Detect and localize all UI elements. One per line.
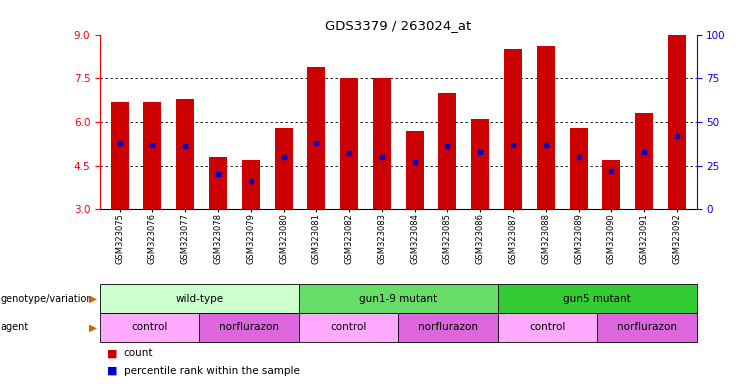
Bar [399,313,498,342]
Text: norflurazon: norflurazon [617,322,677,333]
Text: ▶: ▶ [89,293,97,304]
Bar [597,313,697,342]
Bar [668,35,686,209]
Bar [635,113,653,209]
Text: control: control [529,322,565,333]
Bar [110,101,129,209]
Text: ▶: ▶ [89,322,97,333]
Text: control: control [330,322,367,333]
Text: gun5 mutant: gun5 mutant [563,293,631,304]
Bar [340,78,358,209]
Bar [602,160,620,209]
Bar [504,49,522,209]
Title: GDS3379 / 263024_at: GDS3379 / 263024_at [325,19,471,32]
Bar [176,99,194,209]
Text: count: count [124,348,153,358]
Text: ■: ■ [107,366,118,376]
Bar [299,284,498,313]
Bar [308,66,325,209]
Bar [209,157,227,209]
Bar [275,128,293,209]
Bar [373,78,391,209]
Text: percentile rank within the sample: percentile rank within the sample [124,366,299,376]
Bar [100,284,299,313]
Bar [242,160,260,209]
Bar [144,101,162,209]
Bar [471,119,489,209]
Text: wild-type: wild-type [176,293,224,304]
Bar [498,284,697,313]
Bar [498,313,597,342]
Bar [439,93,456,209]
Text: genotype/variation: genotype/variation [1,293,93,304]
Bar [536,46,555,209]
Bar [199,313,299,342]
Text: agent: agent [1,322,29,333]
Text: norflurazon: norflurazon [219,322,279,333]
Bar [299,313,399,342]
Text: gun1-9 mutant: gun1-9 mutant [359,293,437,304]
Bar [100,313,199,342]
Text: ■: ■ [107,348,118,358]
Text: control: control [132,322,168,333]
Bar [570,128,588,209]
Text: norflurazon: norflurazon [418,322,478,333]
Bar [405,131,424,209]
